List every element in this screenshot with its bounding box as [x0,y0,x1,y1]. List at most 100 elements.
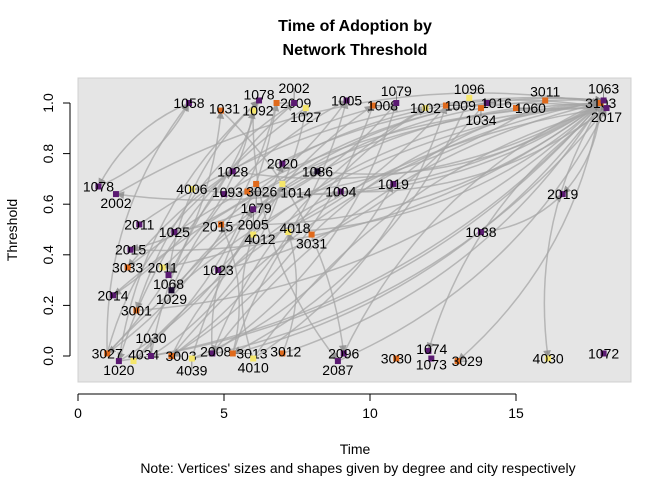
edge-arrowhead [543,349,551,359]
vertex-1031: 1031 [209,100,240,116]
edge [232,97,470,355]
edge-arrowhead [338,344,347,354]
vertex-label: 1038 [465,224,496,240]
vertex-marker [600,350,607,357]
vertex-marker [165,272,172,279]
edge [171,105,374,357]
vertex-marker [343,97,350,104]
vertex-1074: 1074 [416,341,447,357]
y-tick-label: 0.8 [40,144,56,164]
vertex-marker [393,355,400,362]
vertex-label: 1072 [588,345,619,361]
vertex-marker [209,350,216,357]
vertex-label: 1019 [378,176,409,192]
vertex-label: 3031 [296,236,327,252]
vertex-1079: 1079 [381,83,412,106]
vertex-marker [477,229,484,236]
vertex-marker [188,355,195,362]
vertex-marker [466,94,473,101]
edge [223,102,607,195]
vertex-label: 4034 [128,347,159,363]
edge [241,234,254,359]
vertex-label: 3013 [236,345,267,361]
vertex-label: 4010 [238,360,269,376]
edge [232,100,605,355]
edge-arrowhead [592,99,601,108]
vertex-label: 1016 [481,95,512,111]
vertex-label: 3030 [381,351,412,367]
vertex-1025: 1025 [159,224,190,240]
vertex-4010: 4010 [238,355,269,376]
vertex-1023: 1023 [203,262,234,278]
vertex-marker [229,350,236,357]
vertex-label: 1058 [173,95,204,111]
edge [162,105,447,269]
vertex-marker [171,229,178,236]
vertex-label: 1020 [103,362,134,378]
vertex-1029: 1029 [156,287,187,307]
vertex-marker [127,246,134,253]
vertex-marker [124,264,131,271]
vertex-label: 1093 [212,184,243,200]
vertex-label: 2011 [148,259,178,275]
vertex-marker [250,206,257,213]
vertex-1073: 1073 [416,355,447,373]
vertex-4039: 4039 [176,355,208,379]
vertex-label: 2015 [115,242,146,258]
vertex-marker [425,347,432,354]
vertex-label: 3011 [530,83,560,99]
x-tick-label: 10 [362,405,378,421]
nodes-layer: 1058103110921078200920021027100510081079… [83,80,622,379]
vertex-marker [218,221,225,228]
y-tick-label: 0.4 [40,245,56,265]
edge [252,99,604,210]
vertex-label: 2015 [202,219,233,235]
vertex-2011: 2011 [148,259,178,275]
vertex-label: 3029 [452,353,483,369]
vertex-label: 2011 [124,216,154,232]
vertex-marker [133,307,140,314]
edge [340,107,607,193]
vertex-marker [185,100,192,106]
vertex-marker [273,100,280,106]
vertex-1086: 1086 [302,163,333,179]
edge [127,107,607,269]
vertex-label: 1028 [217,163,248,179]
vertex-marker [168,287,175,294]
vertex-2002: 2002 [279,80,310,106]
vertex-marker [229,168,236,175]
edge-arrowhead [115,191,125,200]
x-tick-label: 15 [508,405,524,421]
vertex-3013: 3013 [229,345,268,361]
edge [132,102,278,362]
vertex-label: 4039 [176,363,207,379]
vertex-marker [314,168,321,175]
edge [171,100,348,357]
vertex-1030: 1030 [135,330,167,359]
vertex-label: 2096 [328,345,359,361]
edge [317,102,602,175]
vertex-2005: 2005 [238,206,269,232]
vertex-marker [428,355,435,362]
vertex-1058: 1058 [173,95,204,111]
vertex-1068: 1068 [153,272,184,292]
vertex-1079: 1079 [241,180,272,216]
edge [282,102,602,355]
edge [392,102,601,185]
vertex-1005: 1005 [331,92,362,108]
edge [167,102,487,276]
vertex-1020: 1020 [103,358,135,378]
vertex-marker [483,100,490,106]
vertex-4034: 4034 [128,347,159,365]
edge [311,102,601,236]
vertex-marker [218,107,225,114]
chart-title-line-1: Time of Adoption by [278,18,432,35]
vertex-2015: 2015 [202,219,233,235]
vertex-marker [285,229,292,236]
vertex-label: 3033 [112,259,143,275]
vertex-marker [244,188,251,195]
edge [118,99,260,362]
edge [343,99,604,354]
edge [220,224,240,354]
vertex-label: 4006 [176,181,207,197]
